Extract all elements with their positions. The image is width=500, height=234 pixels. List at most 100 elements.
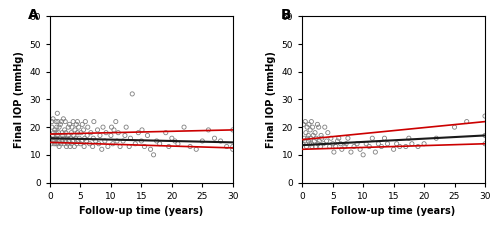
Point bbox=[108, 125, 116, 129]
Point bbox=[138, 139, 145, 143]
Point bbox=[101, 139, 109, 143]
Text: A: A bbox=[28, 8, 39, 22]
Point bbox=[121, 134, 129, 137]
Point bbox=[462, 120, 470, 124]
Point bbox=[66, 145, 74, 148]
Point bbox=[82, 120, 90, 124]
Point bbox=[186, 145, 194, 148]
Point bbox=[336, 142, 344, 146]
Point bbox=[76, 142, 84, 146]
Point bbox=[353, 142, 361, 146]
Point bbox=[56, 136, 64, 140]
Point bbox=[309, 134, 317, 137]
Point bbox=[52, 125, 60, 129]
Point bbox=[318, 136, 326, 140]
Point bbox=[314, 123, 322, 126]
Point bbox=[98, 147, 106, 151]
Point bbox=[54, 111, 62, 115]
Point bbox=[344, 136, 352, 140]
Point bbox=[63, 136, 71, 140]
Point bbox=[146, 147, 154, 151]
Point bbox=[122, 125, 130, 129]
Point bbox=[66, 123, 74, 126]
Point bbox=[54, 120, 62, 124]
Point bbox=[396, 145, 404, 148]
Point bbox=[49, 139, 57, 143]
Point bbox=[68, 131, 76, 135]
Point bbox=[312, 145, 320, 148]
Point bbox=[52, 136, 60, 140]
Point bbox=[300, 123, 308, 126]
Point bbox=[152, 139, 160, 143]
Point bbox=[68, 142, 76, 146]
Point bbox=[114, 131, 122, 135]
Point bbox=[314, 142, 322, 146]
Point bbox=[54, 134, 62, 137]
Point bbox=[110, 128, 118, 132]
Point bbox=[78, 123, 86, 126]
Point bbox=[109, 142, 117, 146]
Point bbox=[52, 120, 60, 124]
Point bbox=[61, 139, 69, 143]
Point bbox=[198, 139, 206, 143]
Point bbox=[308, 125, 316, 129]
Point bbox=[356, 147, 364, 151]
Point bbox=[84, 125, 92, 129]
Point bbox=[60, 117, 68, 121]
Point bbox=[72, 136, 80, 140]
Point bbox=[326, 145, 334, 148]
Point bbox=[69, 120, 77, 124]
Point bbox=[372, 150, 380, 154]
Point bbox=[450, 125, 458, 129]
Point bbox=[64, 125, 72, 129]
Point bbox=[92, 139, 100, 143]
Point bbox=[83, 134, 91, 137]
Point bbox=[156, 142, 164, 146]
Point bbox=[229, 145, 237, 148]
Point bbox=[300, 139, 308, 143]
Point bbox=[302, 131, 310, 135]
Point bbox=[229, 128, 237, 132]
Point bbox=[328, 142, 336, 146]
Point bbox=[64, 134, 72, 137]
Point bbox=[302, 145, 310, 148]
Point bbox=[54, 142, 62, 146]
Point bbox=[51, 128, 59, 132]
Point bbox=[347, 150, 355, 154]
Point bbox=[304, 139, 312, 143]
Point bbox=[144, 134, 152, 137]
Point bbox=[56, 123, 64, 126]
Point bbox=[48, 134, 56, 137]
Point bbox=[58, 139, 66, 143]
Point bbox=[327, 136, 335, 140]
Point bbox=[75, 136, 83, 140]
Point bbox=[138, 128, 146, 132]
Point bbox=[73, 142, 81, 146]
Point bbox=[420, 142, 428, 146]
Point bbox=[308, 145, 316, 148]
Point bbox=[306, 128, 314, 132]
Point bbox=[162, 131, 170, 135]
Point bbox=[126, 136, 134, 140]
Point bbox=[299, 142, 307, 146]
Point bbox=[316, 145, 324, 148]
Point bbox=[64, 142, 72, 146]
Point bbox=[58, 120, 66, 124]
Y-axis label: Final IOP (mmHg): Final IOP (mmHg) bbox=[266, 51, 276, 148]
Point bbox=[311, 131, 319, 135]
Point bbox=[90, 136, 98, 140]
Point bbox=[140, 145, 148, 148]
Point bbox=[481, 142, 489, 146]
Point bbox=[307, 136, 315, 140]
Point bbox=[49, 117, 57, 121]
Point bbox=[60, 142, 68, 146]
Point bbox=[104, 145, 112, 148]
Point bbox=[86, 142, 94, 146]
Point bbox=[94, 128, 102, 132]
Point bbox=[62, 145, 70, 148]
Point bbox=[125, 145, 133, 148]
Point bbox=[380, 136, 388, 140]
Point bbox=[204, 128, 212, 132]
X-axis label: Follow-up time (years): Follow-up time (years) bbox=[80, 206, 204, 216]
Point bbox=[338, 147, 346, 151]
